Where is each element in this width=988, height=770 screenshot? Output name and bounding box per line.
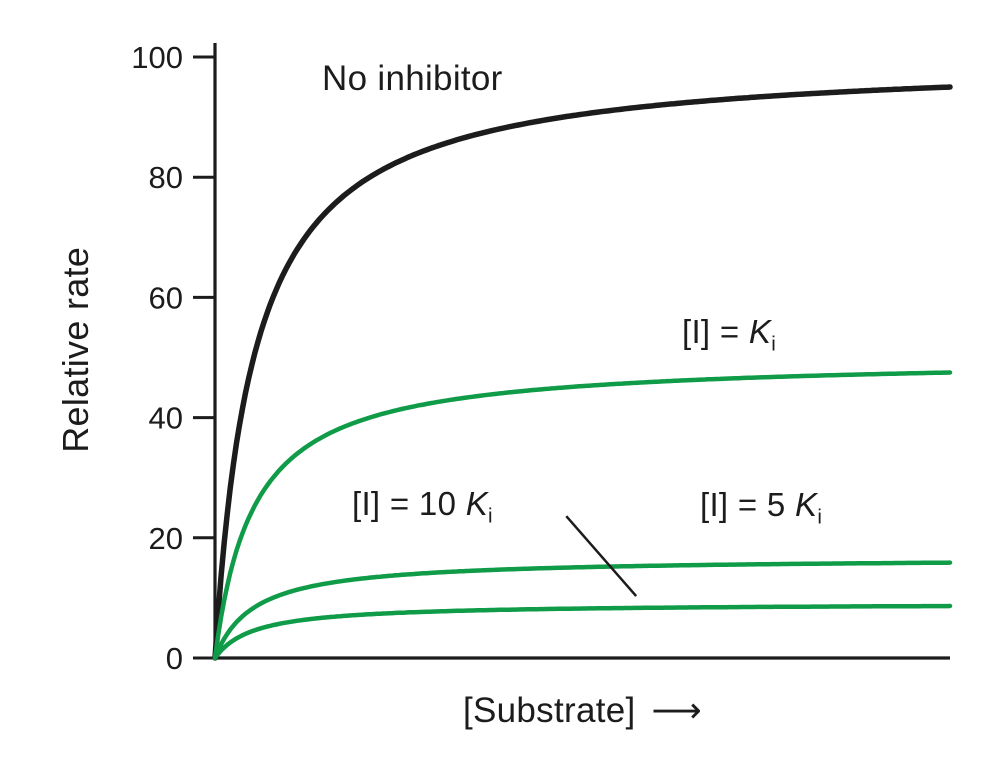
y-tick-label: 100 xyxy=(131,40,183,75)
ki-symbol: K xyxy=(465,485,489,522)
curve-5ki xyxy=(212,560,953,661)
ki-subscript: i xyxy=(771,332,777,356)
pointer-line xyxy=(565,515,638,597)
curve-10ki xyxy=(212,603,953,661)
y-tick-label: 40 xyxy=(149,401,183,436)
y-tick-label: 20 xyxy=(149,521,183,556)
curve-ki xyxy=(212,370,953,661)
ki-symbol: K xyxy=(748,313,772,350)
curve-label-10ki-prefix: [I] = 10 xyxy=(352,485,466,522)
ki-subscript: i xyxy=(488,504,493,528)
curve-no-inhibitor xyxy=(212,84,953,661)
curve-label-10ki: [I] = 10 Ki xyxy=(352,485,493,528)
x-axis-title: [Substrate] ⟶ xyxy=(215,691,950,731)
y-tick-label: 0 xyxy=(166,641,183,676)
ki-subscript: i xyxy=(817,505,823,529)
curve-label-ki-prefix: [I] = xyxy=(682,313,749,350)
curve-label-5ki: [I] = 5 Ki xyxy=(700,486,823,529)
curve-label-5ki-prefix: [I] = 5 xyxy=(700,486,796,523)
curve-label-ki: [I] = Ki xyxy=(682,313,777,356)
x-axis-title-text: [Substrate] xyxy=(462,691,636,730)
curve-label-no-inhibitor: No inhibitor xyxy=(322,59,503,98)
y-axis-title: Relative rate xyxy=(55,246,97,453)
y-tick-label: 60 xyxy=(149,280,183,315)
y-tick-label: 80 xyxy=(149,160,183,195)
arrow-right-icon: ⟶ xyxy=(651,691,703,730)
ki-symbol: K xyxy=(795,486,818,523)
